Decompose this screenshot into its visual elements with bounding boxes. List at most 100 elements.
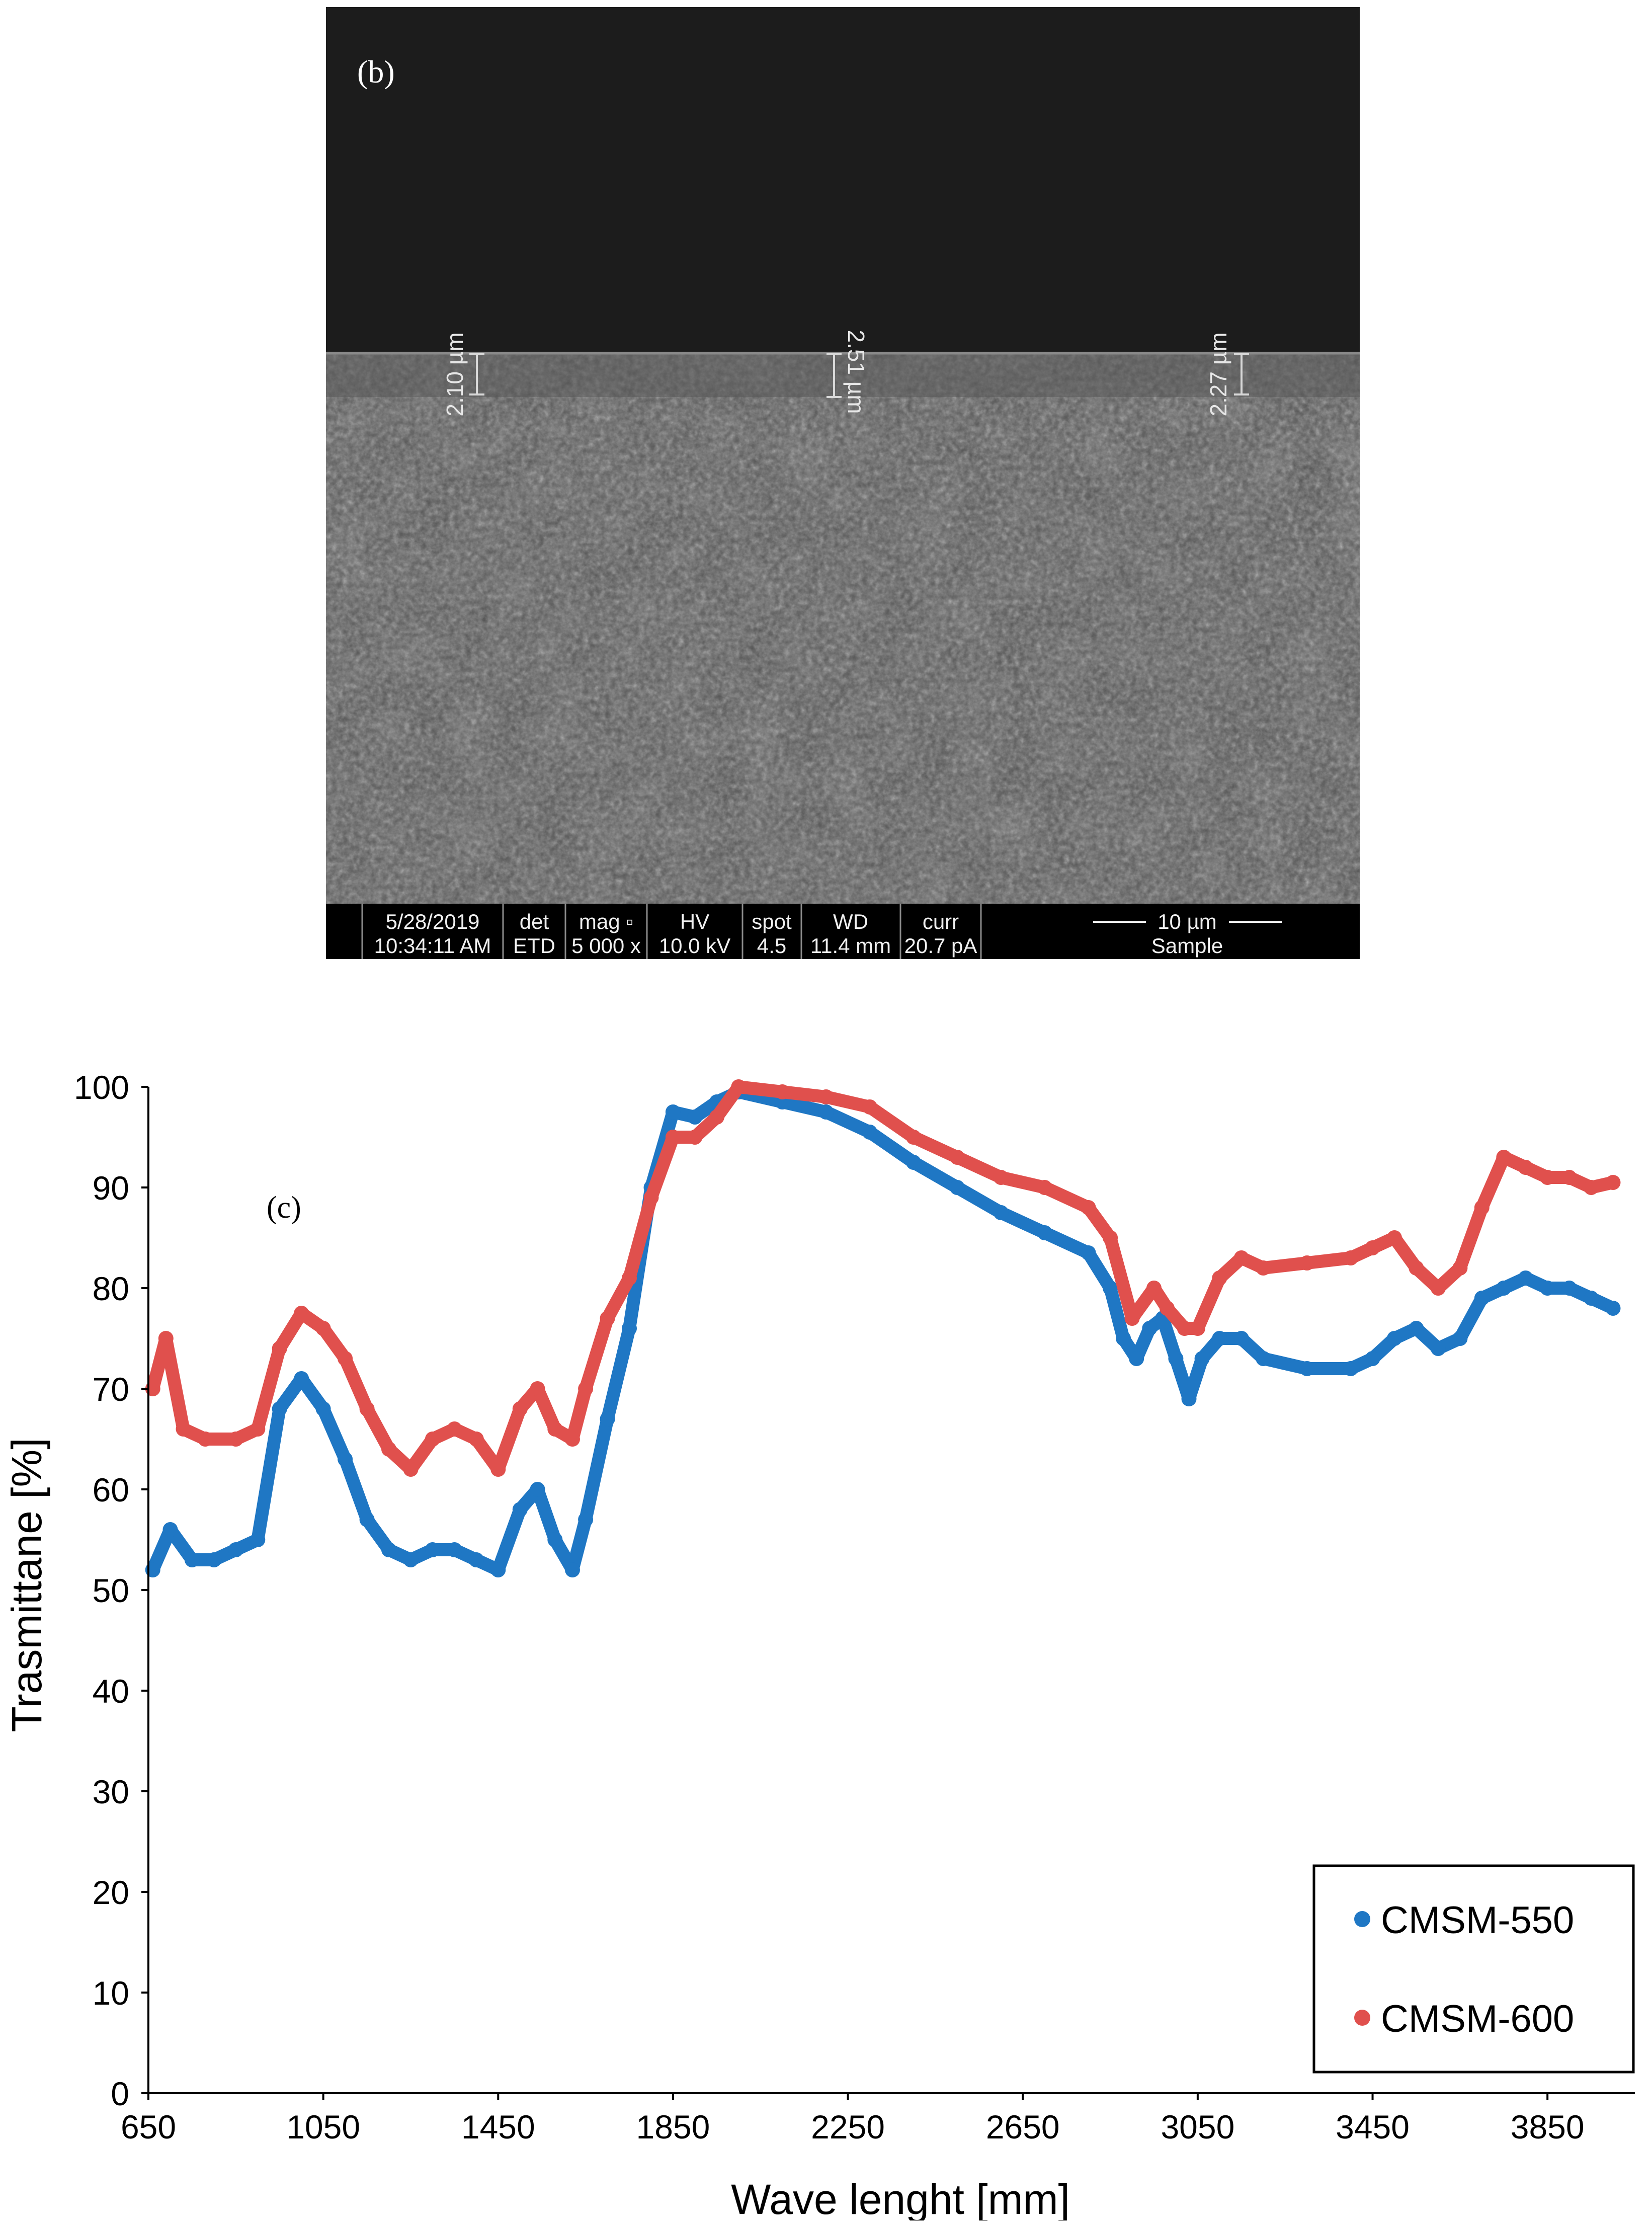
data-point	[862, 1099, 877, 1115]
data-point	[1474, 1200, 1490, 1215]
data-point	[490, 1462, 506, 1477]
data-point	[1233, 1331, 1249, 1346]
data-point	[1584, 1180, 1599, 1195]
data-point	[250, 1421, 266, 1437]
legend-label-cmsm-550: CMSM-550	[1381, 1899, 1574, 1942]
data-point	[818, 1104, 834, 1120]
data-point	[1540, 1170, 1555, 1185]
info-date: 5/28/2019	[386, 910, 480, 933]
data-point	[1142, 1321, 1158, 1336]
legend: CMSM-550 CMSM-600	[1312, 1864, 1635, 2074]
x-tick-label: 2650	[986, 2108, 1060, 2146]
x-tick-label: 3450	[1336, 2108, 1410, 2146]
data-point	[206, 1552, 222, 1567]
data-point	[315, 1321, 331, 1336]
data-point	[425, 1542, 440, 1557]
data-point	[1146, 1281, 1162, 1296]
data-point	[272, 1341, 287, 1356]
y-ticks: 0 10 20 30 40 50 60 70 80 90 100	[74, 1069, 148, 2112]
data-point	[530, 1381, 545, 1396]
info-scale-label: 10 µm	[1158, 910, 1217, 933]
data-point	[250, 1532, 266, 1547]
data-point	[1103, 1281, 1118, 1296]
data-point	[1037, 1180, 1052, 1195]
data-point	[381, 1442, 396, 1457]
data-point	[1299, 1255, 1315, 1271]
measurement-marker-1: 2.10 µm	[442, 332, 484, 417]
info-det-value: ETD	[513, 934, 555, 958]
data-point	[687, 1130, 703, 1145]
data-point	[294, 1371, 309, 1386]
data-point	[1584, 1291, 1599, 1306]
data-point	[862, 1125, 877, 1140]
data-point	[468, 1432, 484, 1447]
data-point	[1387, 1230, 1402, 1245]
data-point	[643, 1190, 659, 1205]
info-mag-header: mag ▫	[579, 910, 633, 933]
info-hv-value: 10.0 kV	[659, 934, 730, 958]
info-curr-value: 20.7 pA	[904, 934, 977, 958]
data-point	[425, 1432, 440, 1447]
x-tick-label: 1050	[286, 2108, 360, 2146]
data-point	[600, 1411, 615, 1426]
y-tick-label: 70	[93, 1371, 129, 1408]
info-curr-header: curr	[923, 910, 959, 933]
data-point	[565, 1432, 580, 1447]
data-point	[1518, 1160, 1533, 1175]
data-point	[1212, 1271, 1227, 1286]
y-tick-label: 10	[93, 1974, 129, 2012]
info-wd-value: 11.4 mm	[810, 934, 891, 958]
data-point	[1452, 1260, 1468, 1276]
data-point	[1474, 1291, 1490, 1306]
data-point	[338, 1351, 353, 1366]
x-axis-label: Wave lenght [mm]	[731, 2176, 1070, 2220]
data-point	[158, 1331, 174, 1346]
chart-panel-label: (c)	[267, 1190, 301, 1225]
data-point	[731, 1079, 747, 1094]
y-tick-label: 90	[93, 1169, 129, 1207]
measurement-marker-3: 2.27 µm	[1205, 332, 1249, 417]
data-point	[468, 1552, 484, 1567]
y-tick-label: 60	[93, 1471, 129, 1509]
data-point	[578, 1512, 594, 1527]
x-tick-label: 650	[121, 2108, 176, 2146]
data-point	[490, 1562, 506, 1577]
sem-skin-layer	[326, 352, 1360, 397]
y-axis-label: Trasmittane [%]	[3, 1438, 50, 1732]
data-point	[1256, 1260, 1271, 1276]
x-ticks: 650 1050 1450 1850 2250 2650 3050 3450 3850	[121, 2093, 1585, 2146]
measurement-label-1: 2.10 µm	[442, 332, 468, 416]
data-point	[993, 1205, 1009, 1220]
y-tick-label: 80	[93, 1270, 129, 1307]
data-point	[1212, 1331, 1227, 1346]
data-point	[1343, 1250, 1359, 1265]
data-point	[687, 1109, 703, 1125]
measurement-label-2: 2.51 µm	[843, 330, 869, 414]
data-point	[1081, 1245, 1096, 1260]
legend-swatch-cmsm-600	[1354, 2010, 1370, 2026]
info-wd-header: WD	[833, 910, 868, 933]
data-point	[1081, 1200, 1096, 1215]
data-point	[1561, 1281, 1577, 1296]
data-point	[709, 1109, 724, 1125]
data-point	[198, 1432, 213, 1447]
data-point	[1365, 1240, 1380, 1255]
legend-box	[1312, 1864, 1635, 2074]
data-point	[547, 1532, 563, 1547]
data-point	[359, 1512, 375, 1527]
data-point	[993, 1170, 1009, 1185]
x-tick-label: 3850	[1511, 2108, 1585, 2146]
y-tick-label: 30	[93, 1773, 129, 1810]
info-det-header: det	[520, 910, 549, 933]
data-point	[1124, 1311, 1140, 1326]
data-point	[665, 1130, 681, 1145]
data-point	[359, 1401, 375, 1416]
data-point	[1496, 1281, 1512, 1296]
data-point	[447, 1421, 462, 1437]
data-point	[1233, 1250, 1249, 1265]
data-point	[622, 1321, 637, 1336]
data-point	[530, 1482, 545, 1497]
transmittance-chart: 0 10 20 30 40 50 60 70 80 90 100 650 1050 1450 1850 22…	[3, 1069, 1635, 2223]
data-point	[1430, 1341, 1446, 1356]
data-point	[547, 1421, 563, 1437]
